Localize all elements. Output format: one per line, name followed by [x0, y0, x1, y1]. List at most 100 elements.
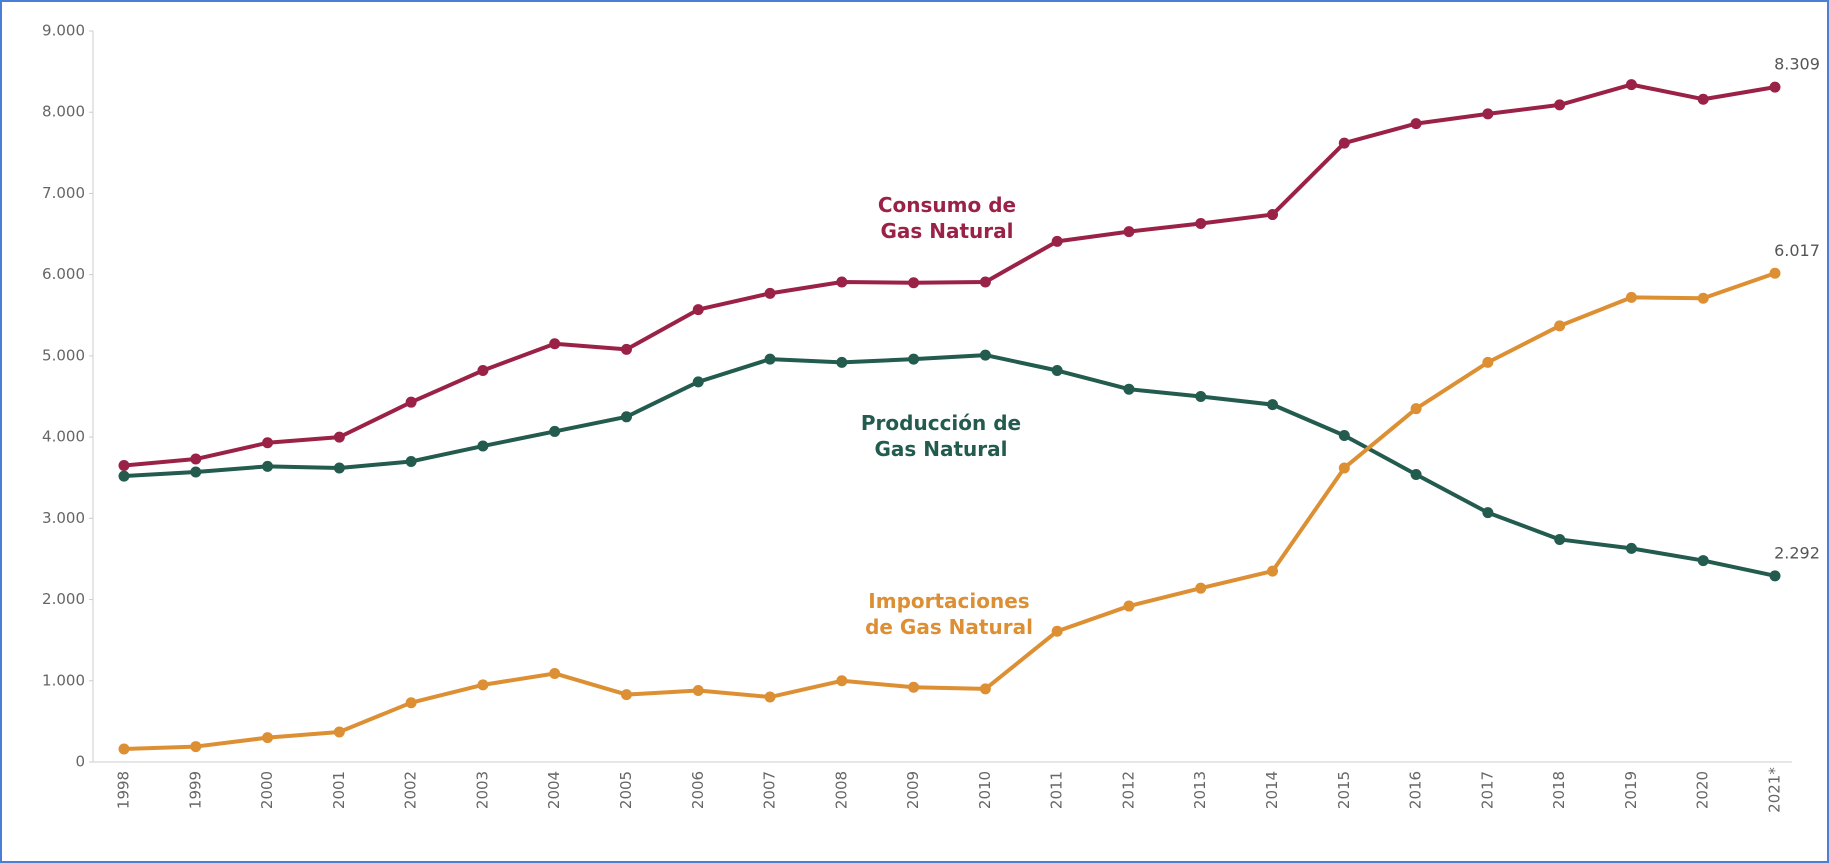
x-tick-label: 2000 [258, 771, 276, 809]
data-point [836, 356, 848, 368]
data-point [1195, 217, 1207, 229]
data-point [1697, 555, 1709, 567]
data-point [549, 667, 561, 679]
data-point [333, 462, 345, 474]
data-point [405, 396, 417, 408]
data-point [118, 743, 130, 755]
data-point [477, 679, 489, 691]
data-point [1697, 93, 1709, 105]
data-point [1554, 99, 1566, 111]
data-point [1625, 291, 1637, 303]
x-tick-label: 2017 [1478, 771, 1496, 809]
data-point [1123, 226, 1135, 238]
x-tick-label: 2014 [1263, 771, 1281, 809]
x-tick-label: 1999 [186, 771, 204, 809]
data-point [118, 460, 130, 472]
data-point [549, 338, 561, 350]
data-point [1123, 600, 1135, 612]
data-point [1338, 462, 1350, 474]
x-tick-label: 2018 [1550, 771, 1568, 809]
data-point [1625, 542, 1637, 554]
value-label: 6.017 [1774, 241, 1820, 260]
data-point [1482, 507, 1494, 519]
data-point [333, 726, 345, 738]
data-point [979, 683, 991, 695]
x-tick-label: 2020 [1694, 771, 1712, 809]
data-point [1482, 356, 1494, 368]
data-point [405, 697, 417, 709]
x-tick-label: 2013 [1191, 771, 1209, 809]
data-point [764, 287, 776, 299]
x-tick-label: 2005 [617, 771, 635, 809]
x-tick-label: 2016 [1407, 771, 1425, 809]
data-point [1625, 79, 1637, 91]
data-point [549, 425, 561, 437]
data-point [620, 689, 632, 701]
data-point [262, 732, 274, 744]
data-point [764, 353, 776, 365]
data-point [764, 691, 776, 703]
data-point [1123, 383, 1135, 395]
data-point [692, 304, 704, 316]
series-label: Producción de Gas Natural [860, 411, 1022, 461]
data-point [1769, 81, 1781, 93]
data-point [118, 470, 130, 482]
data-point [333, 431, 345, 443]
data-point [908, 277, 920, 289]
data-point [1410, 403, 1422, 415]
value-label: 8.309 [1774, 55, 1820, 74]
data-point [1051, 365, 1063, 377]
y-tick-label: 4.000 [42, 428, 85, 446]
x-tick-label: 2012 [1119, 771, 1137, 809]
data-point [477, 440, 489, 452]
data-point [908, 353, 920, 365]
y-tick-label: 3.000 [42, 509, 85, 527]
x-tick-label: 2015 [1335, 771, 1353, 809]
x-tick-label: 2003 [473, 771, 491, 809]
data-point [190, 453, 202, 465]
data-point [262, 460, 274, 472]
data-point [1410, 468, 1422, 480]
x-tick-label: 2006 [689, 771, 707, 809]
data-point [1267, 399, 1279, 411]
data-point [692, 685, 704, 697]
y-tick-label: 7.000 [42, 184, 85, 202]
data-point [1554, 320, 1566, 332]
y-tick-label: 0 [75, 753, 85, 771]
x-tick-label: 2009 [904, 771, 922, 809]
data-point [1051, 235, 1063, 247]
x-tick-label: 2019 [1622, 771, 1640, 809]
data-point [1051, 625, 1063, 637]
y-tick-label: 8.000 [42, 103, 85, 121]
data-point [1267, 209, 1279, 221]
series-line [123, 271, 1776, 752]
data-point [836, 276, 848, 288]
data-point [692, 376, 704, 388]
data-point [1338, 137, 1350, 149]
value-label: 2.292 [1774, 543, 1820, 562]
series-label: Consumo de Gas Natural [877, 193, 1017, 243]
data-point [262, 437, 274, 449]
y-tick-label: 6.000 [42, 265, 85, 283]
data-point [405, 455, 417, 467]
data-point [1195, 391, 1207, 402]
x-tick-label: 2004 [545, 771, 563, 809]
series-label: Importaciones de Gas Natural [865, 589, 1033, 639]
series-line [123, 353, 1776, 578]
data-point [190, 741, 202, 753]
data-point [1769, 570, 1781, 582]
x-tick-label: 2002 [402, 771, 420, 809]
data-point [1267, 565, 1279, 577]
series-line [123, 82, 1776, 468]
data-point [979, 349, 991, 361]
y-tick-label: 2.000 [42, 590, 85, 608]
data-point [1482, 108, 1494, 120]
data-point [908, 681, 920, 693]
data-point [620, 343, 632, 355]
data-point [1697, 292, 1709, 304]
data-point [1769, 267, 1781, 279]
data-point [1410, 118, 1422, 130]
data-point [620, 411, 632, 423]
